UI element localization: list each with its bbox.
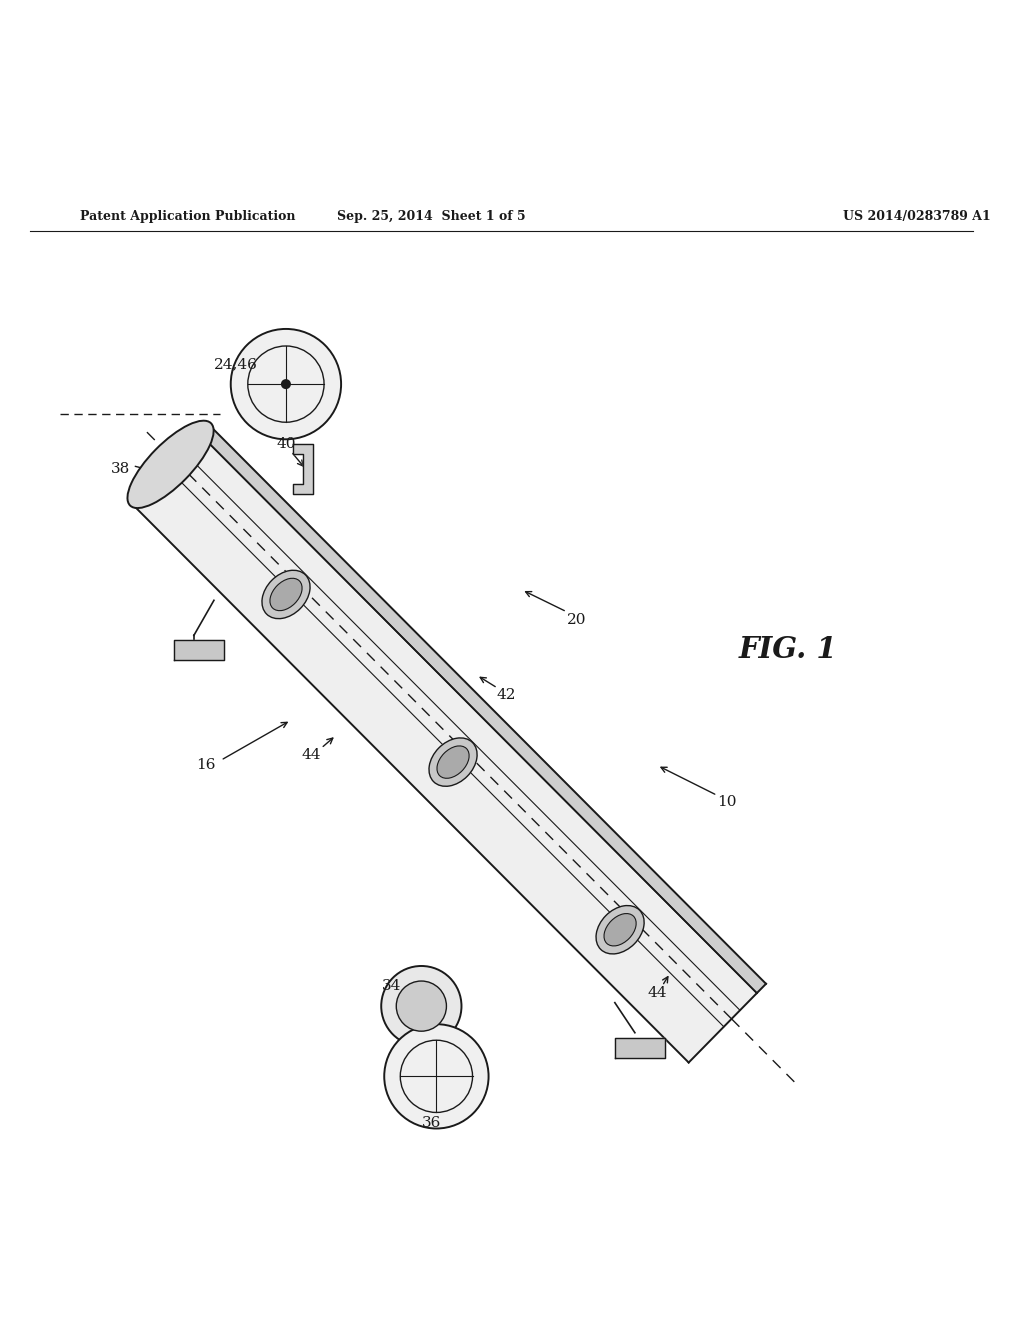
Text: 24,46: 24,46	[214, 356, 258, 371]
Ellipse shape	[127, 421, 214, 508]
Text: 40: 40	[276, 437, 296, 451]
Circle shape	[230, 329, 341, 440]
Text: Patent Application Publication: Patent Application Publication	[80, 210, 296, 223]
Text: 42: 42	[497, 688, 516, 702]
Polygon shape	[132, 434, 757, 1063]
Ellipse shape	[262, 570, 310, 619]
Text: 20: 20	[567, 612, 587, 627]
Polygon shape	[293, 445, 312, 495]
Ellipse shape	[596, 906, 644, 954]
Ellipse shape	[437, 746, 469, 779]
Text: 44: 44	[301, 748, 321, 763]
Circle shape	[381, 966, 462, 1047]
Text: FIG. 1: FIG. 1	[738, 635, 837, 664]
Text: Sep. 25, 2014  Sheet 1 of 5: Sep. 25, 2014 Sheet 1 of 5	[337, 210, 525, 223]
Ellipse shape	[604, 913, 636, 946]
Polygon shape	[614, 1038, 665, 1057]
Circle shape	[281, 379, 291, 389]
Text: 16: 16	[196, 758, 215, 772]
Ellipse shape	[270, 578, 302, 611]
Text: 38: 38	[111, 462, 130, 477]
Text: 44: 44	[647, 986, 667, 1001]
Circle shape	[384, 1024, 488, 1129]
Text: 36: 36	[422, 1117, 441, 1130]
Text: 10: 10	[718, 796, 737, 809]
Ellipse shape	[429, 738, 477, 787]
Text: 34: 34	[382, 979, 401, 993]
Circle shape	[396, 981, 446, 1031]
Polygon shape	[200, 425, 766, 993]
Text: US 2014/0283789 A1: US 2014/0283789 A1	[843, 210, 990, 223]
Polygon shape	[174, 640, 224, 660]
